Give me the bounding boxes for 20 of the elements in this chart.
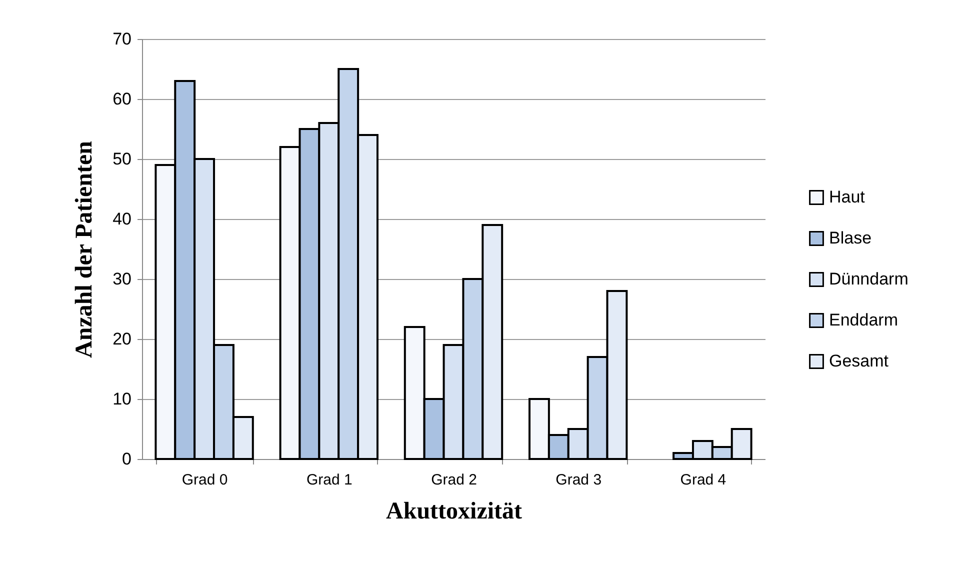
x-tick-label: Grad 4 — [680, 472, 726, 488]
y-tick-label: 70 — [112, 30, 132, 48]
y-tick-label: 50 — [112, 150, 132, 168]
y-tick-label: 40 — [112, 210, 132, 228]
legend-label: Enddarm — [829, 310, 898, 330]
x-axis-title: Akuttoxizität — [386, 498, 522, 524]
x-tick-label: Grad 1 — [306, 472, 352, 488]
y-tick-label: 0 — [122, 450, 132, 468]
y-tick-label: 20 — [112, 330, 132, 348]
y-tick-label: 60 — [112, 90, 132, 108]
x-tick-label: Grad 3 — [556, 472, 602, 488]
y-axis-title: Anzahl der Patienten — [72, 141, 98, 358]
legend-label: Gesamt — [829, 352, 889, 370]
y-tick-label: 30 — [112, 270, 132, 288]
legend-label: Haut — [829, 188, 866, 206]
x-tick-label: Grad 0 — [182, 472, 228, 488]
legend-label: Blase — [829, 228, 872, 248]
legend-label: Dünndarm — [829, 270, 908, 288]
x-tick-label: Grad 2 — [431, 472, 477, 488]
y-tick-label: 10 — [112, 390, 132, 408]
